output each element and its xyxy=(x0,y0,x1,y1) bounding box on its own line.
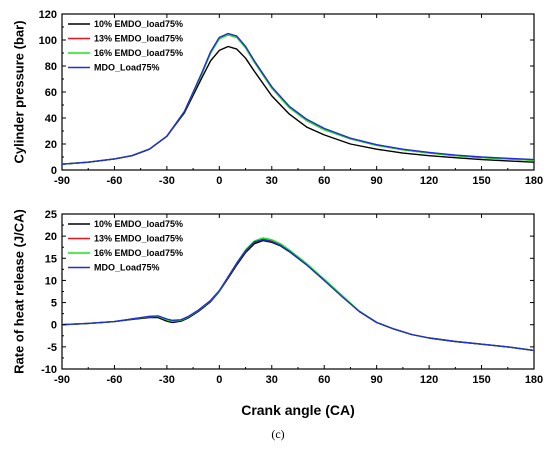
heat-release-chart: -90 -60 -30 0 30 60 90 120 150 180 -10 -5 0 5 10 15 20 25… xyxy=(11,209,543,418)
y-tick-label: 0 xyxy=(51,165,57,177)
legend-label: 16% EMDO_load75% xyxy=(94,248,183,258)
y-tick-label: 20 xyxy=(45,231,57,243)
y-tick-label: 20 xyxy=(45,139,57,151)
y-tick-label: 5 xyxy=(51,298,57,310)
legend-label: MDO_Load75% xyxy=(94,263,160,273)
x-tick-label: 120 xyxy=(420,175,438,187)
legend: 10% EMDO_load75% 13% EMDO_load75% 16% EMDO… xyxy=(68,19,183,73)
y-tick-label: 10 xyxy=(45,275,57,287)
x-tick-label: 150 xyxy=(472,175,490,187)
x-tick-label: -90 xyxy=(54,374,70,386)
x-tick-label: 0 xyxy=(216,374,222,386)
x-tick-label: 60 xyxy=(318,374,330,386)
x-tick-label: 30 xyxy=(266,374,278,386)
y-tick-label: 0 xyxy=(51,320,57,332)
series-line-3 xyxy=(61,239,535,352)
x-tick-label: 150 xyxy=(472,374,490,386)
x-tick-label: 90 xyxy=(371,374,383,386)
y-tick-label: 100 xyxy=(39,35,57,47)
series-line-3 xyxy=(61,32,535,165)
y-tick-label: 80 xyxy=(45,61,57,73)
x-tick-label: 90 xyxy=(371,175,383,187)
x-tick-label: -90 xyxy=(54,175,70,187)
x-tick-label: -30 xyxy=(159,175,175,187)
x-tick-label: -30 xyxy=(159,374,175,386)
y-tick-label: 60 xyxy=(45,87,57,99)
legend-label: 16% EMDO_load75% xyxy=(94,48,183,58)
x-tick-label: -60 xyxy=(106,175,122,187)
y-tick-label: 15 xyxy=(45,253,57,265)
x-tick-label: 0 xyxy=(216,175,222,187)
y-tick-label: 25 xyxy=(45,209,57,221)
legend-label: 10% EMDO_load75% xyxy=(94,19,183,29)
x-tick-label: 60 xyxy=(318,175,330,187)
y-axis-label: Cylinder pressure (bar) xyxy=(11,20,26,163)
x-tick-label: -60 xyxy=(106,374,122,386)
y-tick-label: 120 xyxy=(39,9,57,21)
legend-label: 13% EMDO_load75% xyxy=(94,234,183,244)
figure-caption: (c) xyxy=(271,427,284,441)
x-tick-label: 120 xyxy=(420,374,438,386)
y-tick-label: -10 xyxy=(41,364,57,376)
y-tick-label: -5 xyxy=(47,342,57,354)
x-axis-label: Crank angle (CA) xyxy=(241,402,355,418)
y-tick-label: 40 xyxy=(45,113,57,125)
x-tick-label: 180 xyxy=(525,175,543,187)
x-tick-label: 30 xyxy=(266,175,278,187)
legend-label: 13% EMDO_load75% xyxy=(94,34,183,44)
x-tick-label: 180 xyxy=(525,374,543,386)
legend: 10% EMDO_load75% 13% EMDO_load75% 16% EMDO… xyxy=(68,219,183,273)
y-axis-label: Rate of heat release (J/CA) xyxy=(11,209,26,374)
cylinder-pressure-chart: -90 -60 -30 0 30 60 90 120 150 180 0 20 40 60 80 100 120… xyxy=(11,9,543,187)
legend-label: MDO_Load75% xyxy=(94,63,160,73)
legend-label: 10% EMDO_load75% xyxy=(94,219,183,229)
